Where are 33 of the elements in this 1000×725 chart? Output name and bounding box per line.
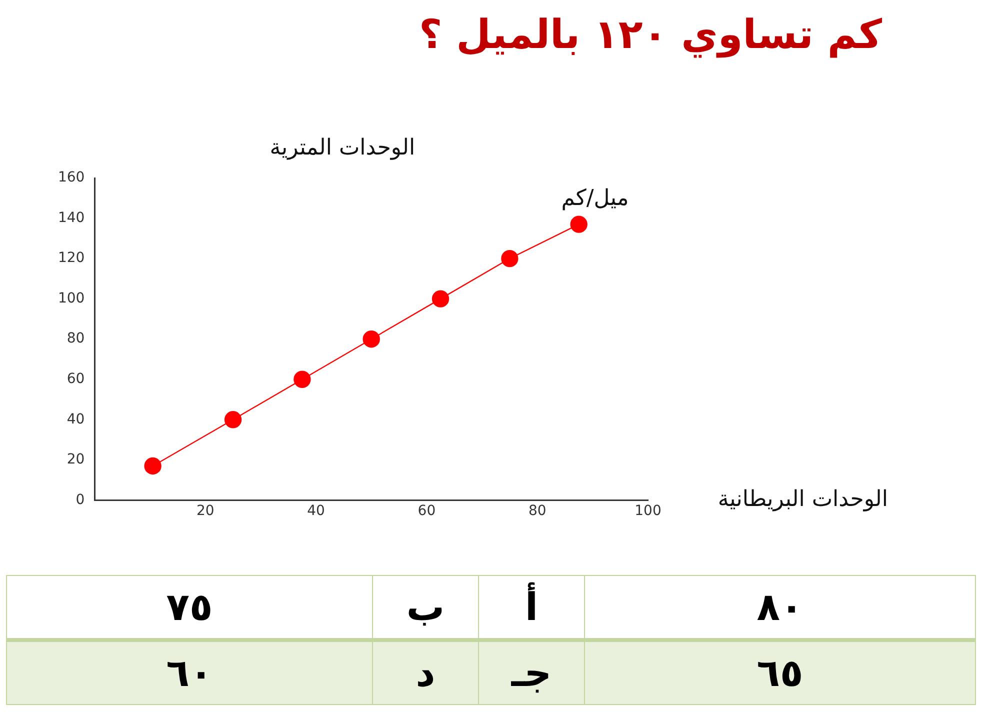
point — [144, 457, 162, 475]
x-tick-label: 100 — [634, 503, 662, 520]
y-tick-label: 0 — [76, 492, 85, 508]
text: د — [372, 640, 478, 704]
x-tick-label: 80 — [528, 503, 546, 520]
x-tick-label: 60 — [418, 503, 436, 520]
y-tick-label: 140 — [58, 210, 85, 226]
text: ٦٠ — [6, 640, 372, 704]
point — [362, 330, 380, 348]
series-label: ميل/كم — [561, 186, 629, 212]
chart-title: كم تساوي ١٢٠ بالميل ؟ — [419, 12, 882, 58]
point — [501, 250, 518, 268]
y-tick-label: 160 — [58, 170, 85, 186]
text: جـ — [478, 640, 584, 704]
y-tick-label: 120 — [58, 250, 85, 266]
text: ٧٥ — [6, 576, 372, 640]
point — [432, 290, 450, 308]
point — [294, 370, 311, 388]
y-tick-label: 60 — [66, 371, 85, 388]
x-tick-label: 20 — [196, 503, 214, 520]
y-tick-label: 20 — [66, 452, 85, 468]
y-tick-label: 100 — [58, 290, 85, 306]
y-tick-label: 80 — [66, 330, 85, 347]
y-axis-title: الوحدات المترية — [270, 136, 416, 161]
text: ٦٥ — [584, 640, 976, 704]
x-axis-title: الوحدات البريطانية — [718, 486, 888, 512]
point — [224, 411, 242, 428]
text: ب — [372, 576, 478, 640]
text: أ — [478, 576, 584, 640]
text: ٨٠ — [584, 576, 976, 640]
point — [570, 216, 588, 233]
y-tick-label: 40 — [66, 411, 85, 428]
x-tick-label: 40 — [307, 503, 325, 520]
